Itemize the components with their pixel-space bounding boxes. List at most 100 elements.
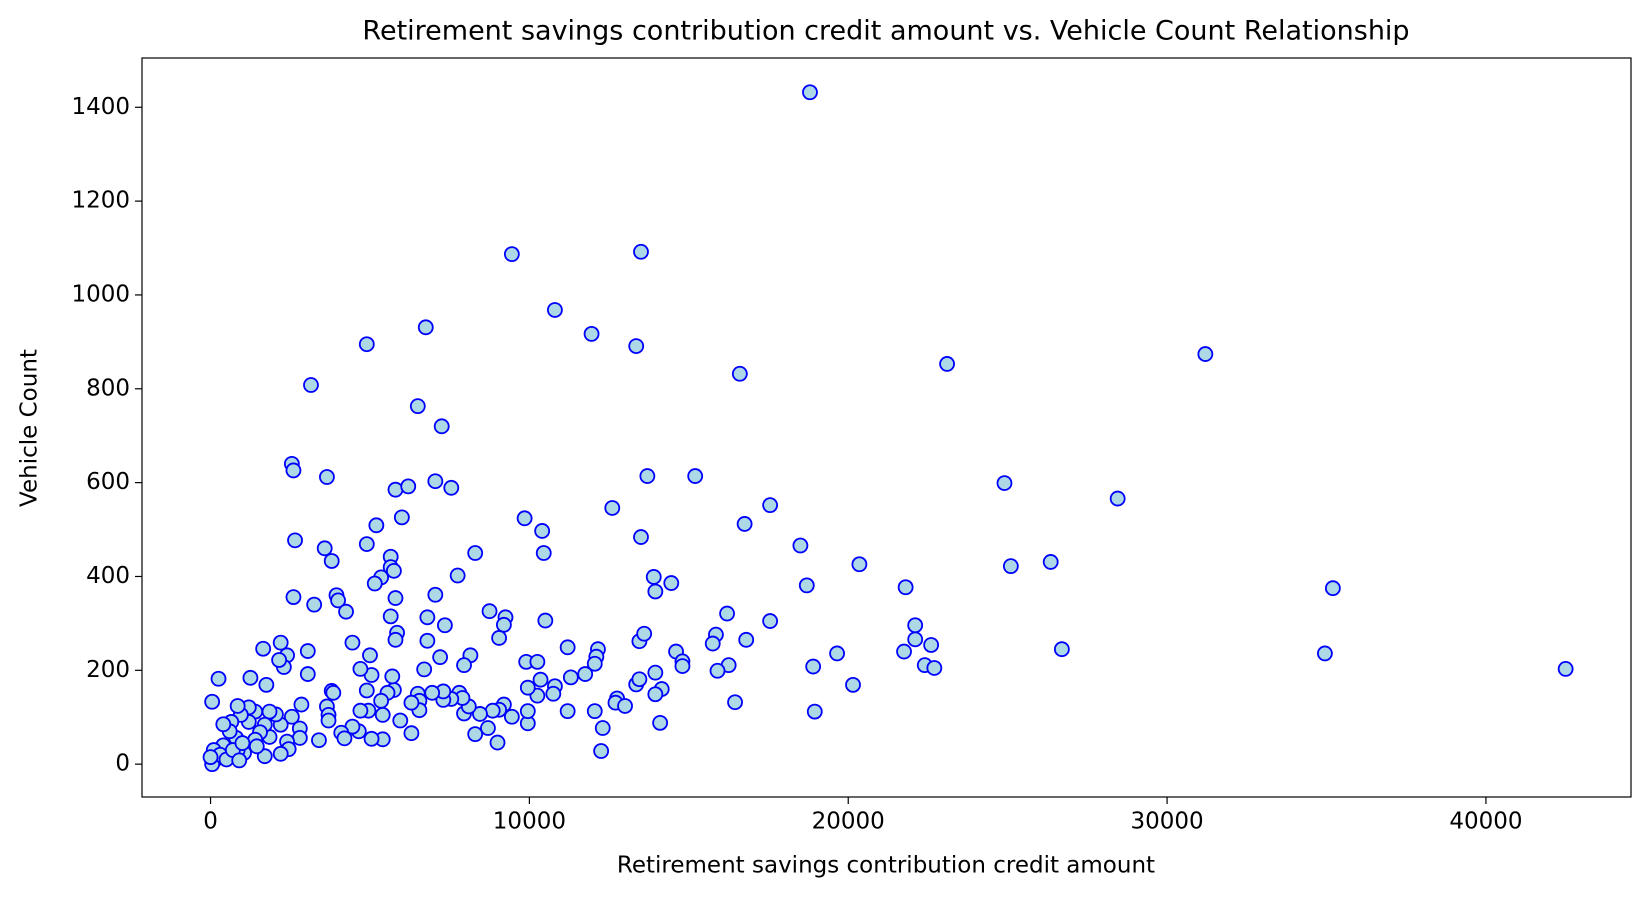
point [674,658,691,674]
point [393,509,410,526]
point [559,639,576,656]
point [229,698,246,714]
point [545,685,562,702]
point [586,703,603,720]
point [586,655,603,672]
point [593,743,610,759]
point [330,592,346,609]
point [559,703,576,720]
point [424,684,441,701]
point [358,536,375,552]
point [319,469,335,485]
point [516,510,533,527]
point [484,702,501,719]
point [1002,558,1019,575]
point [503,246,520,263]
point [416,661,433,678]
point [419,632,436,649]
point [529,653,546,670]
point [639,468,656,484]
y-tick-label: 0 [115,751,130,777]
point [472,706,488,722]
point [1317,645,1333,662]
x-tick-label: 0 [203,809,218,835]
point [299,666,316,682]
point [258,676,275,693]
point [923,637,940,653]
point [709,662,726,679]
point [443,479,460,496]
point [491,630,508,646]
point [896,643,912,660]
point [1042,554,1059,570]
x-tick-label: 20000 [812,809,885,835]
point [427,473,444,490]
point [311,732,327,749]
point [366,575,383,592]
point [374,706,391,723]
point [403,725,420,742]
y-axis-title: Vehicle Count [17,349,43,507]
point [299,643,316,659]
point [996,475,1013,492]
point [358,336,375,353]
point [534,523,551,539]
point [802,84,818,101]
y-tick-label: 1400 [71,94,130,120]
point [285,589,302,606]
point [456,657,472,674]
point [417,319,434,336]
point [851,556,868,573]
y-tick-label: 200 [86,657,130,683]
x-tick-label: 30000 [1130,809,1203,835]
point [719,605,735,622]
point [234,735,251,751]
point [323,553,340,569]
point [215,716,232,733]
point [1557,661,1574,677]
point [704,635,721,652]
point [363,730,380,747]
point [419,609,436,626]
point [805,658,822,675]
plot-frame [141,57,1632,798]
point [283,708,300,725]
point [248,738,265,755]
point [652,714,669,731]
point [384,668,401,685]
point [204,693,221,710]
point [628,338,645,354]
point [400,478,417,495]
point [738,631,755,648]
point [489,734,506,751]
point [271,652,288,668]
point [373,692,390,709]
point [806,703,823,720]
point [336,730,353,747]
point [467,545,484,561]
point [287,532,303,549]
point [495,616,512,633]
point [344,634,361,651]
point [577,666,594,682]
point [480,720,496,736]
point [285,462,302,479]
point [362,647,378,664]
point [202,749,219,766]
point [532,671,549,688]
point [636,625,653,642]
point [907,631,924,648]
point [731,365,748,382]
x-tick-label: 40000 [1449,809,1522,835]
point [1053,641,1070,658]
x-axis-title: Retirement savings contribution credit a… [617,853,1155,879]
y-tick-label: 800 [86,375,130,401]
point [562,669,579,686]
point [392,712,409,729]
point [1109,490,1126,507]
point [403,694,420,711]
x-tick-label: 10000 [493,809,566,835]
point [437,617,453,634]
point [368,517,385,534]
